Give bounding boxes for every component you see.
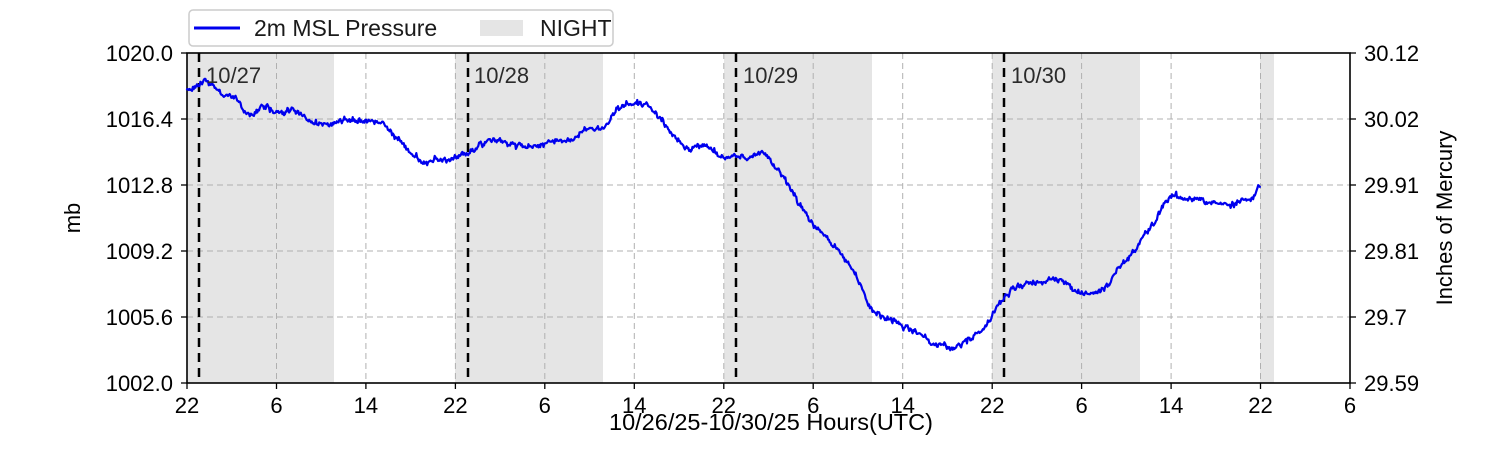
svg-text:1005.6: 1005.6 [106,305,173,330]
svg-text:22: 22 [175,393,199,418]
svg-text:10/30: 10/30 [1011,63,1066,88]
svg-text:29.81: 29.81 [1364,239,1419,264]
svg-text:29.7: 29.7 [1364,305,1407,330]
svg-text:22: 22 [1248,393,1272,418]
svg-text:1016.4: 1016.4 [106,107,173,132]
svg-text:mb: mb [60,203,85,234]
svg-text:6: 6 [539,393,551,418]
svg-text:1009.2: 1009.2 [106,239,173,264]
svg-text:30.12: 30.12 [1364,41,1419,66]
svg-text:6: 6 [1075,393,1087,418]
svg-text:22: 22 [443,393,467,418]
svg-text:6: 6 [1344,393,1356,418]
svg-text:29.91: 29.91 [1364,173,1419,198]
svg-text:10/29: 10/29 [743,63,798,88]
svg-text:2m MSL Pressure: 2m MSL Pressure [254,15,437,41]
svg-text:10/26/25-10/30/25 Hours(UTC): 10/26/25-10/30/25 Hours(UTC) [609,409,933,435]
svg-text:14: 14 [354,393,378,418]
svg-text:1012.8: 1012.8 [106,173,173,198]
svg-text:1002.0: 1002.0 [106,371,173,396]
svg-text:NIGHT: NIGHT [540,15,612,41]
svg-text:10/28: 10/28 [474,63,529,88]
svg-text:30.02: 30.02 [1364,107,1419,132]
svg-text:1020.0: 1020.0 [106,41,173,66]
svg-text:14: 14 [1159,393,1183,418]
svg-text:Inches of Mercury: Inches of Mercury [1432,131,1457,306]
svg-text:22: 22 [980,393,1004,418]
svg-text:6: 6 [270,393,282,418]
svg-text:10/27: 10/27 [206,63,261,88]
svg-text:29.59: 29.59 [1364,371,1419,396]
